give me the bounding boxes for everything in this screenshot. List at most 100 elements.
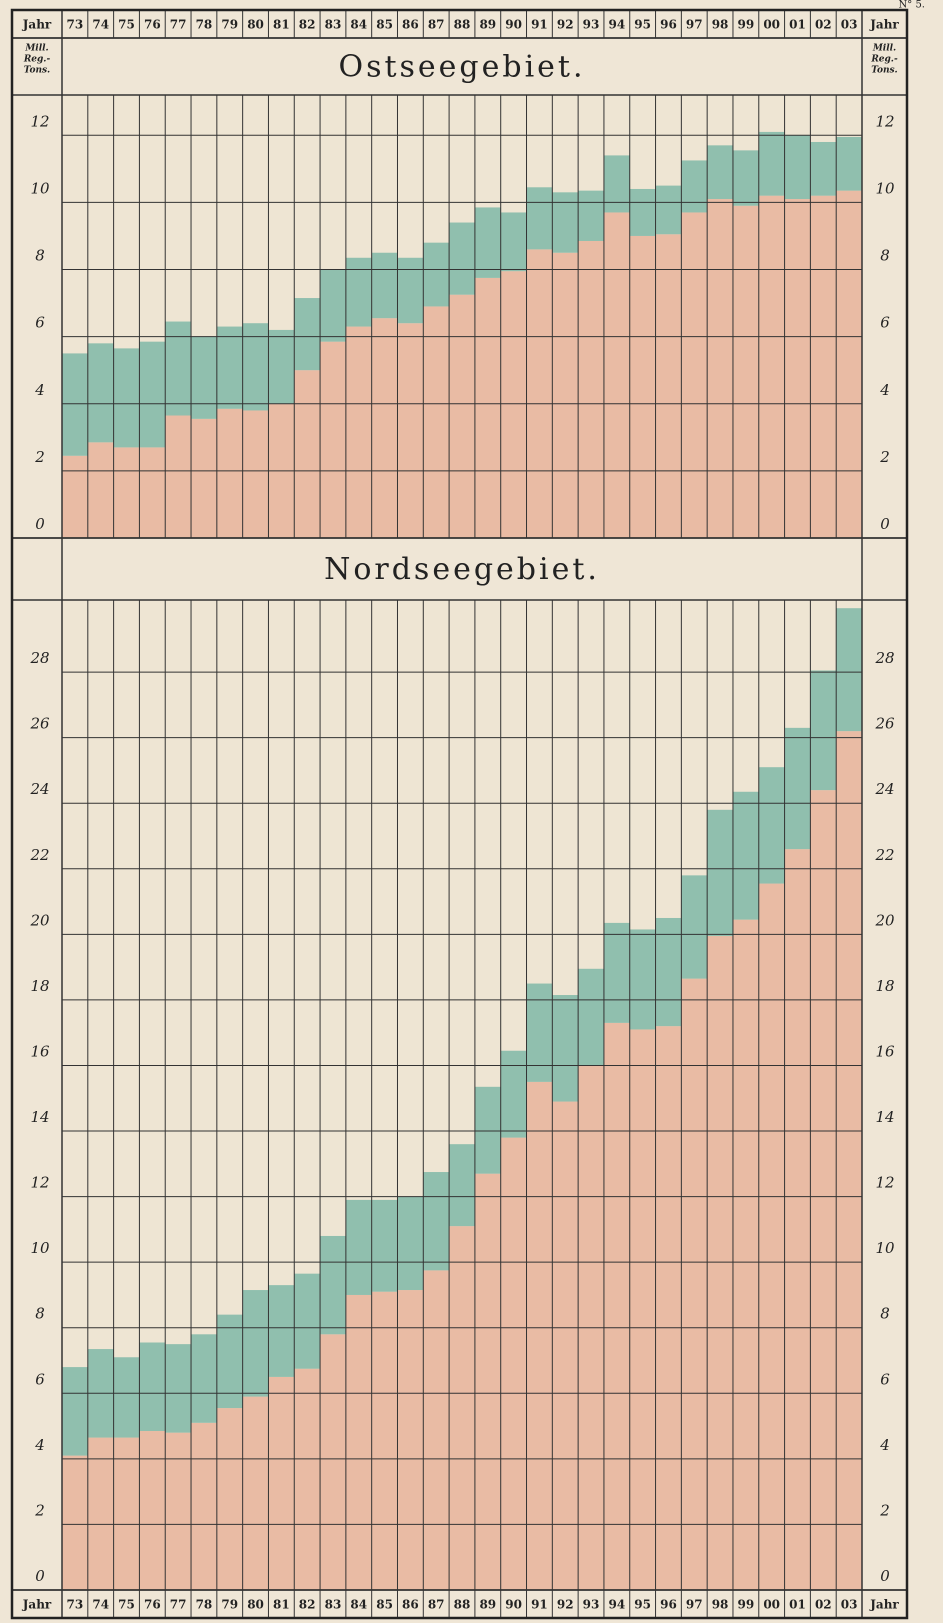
bar-segment [345, 257, 372, 327]
x-tick-label: 89 [479, 1598, 496, 1612]
y-tick-label: 0 [35, 1567, 45, 1585]
bar-segment [216, 1408, 243, 1590]
bar-segment [578, 968, 604, 1066]
bar-segment [474, 277, 501, 538]
bar-segment [62, 1367, 88, 1456]
bar-segment [62, 1455, 88, 1590]
y-tick-label: 0 [35, 515, 45, 533]
bar-segment [165, 1432, 192, 1590]
frame [10, 8, 909, 1620]
chart-title: Ostseegebiet. [338, 50, 585, 85]
y-tick-label: 12 [30, 1174, 49, 1192]
bar-segment [371, 318, 398, 538]
bar-segment [552, 252, 579, 538]
x-tick-label: 97 [686, 18, 703, 32]
x-tick-label: 00 [763, 18, 780, 32]
y-tick-label-right: 18 [875, 977, 894, 995]
y-tick-label-right: 0 [880, 1567, 890, 1585]
x-tick-label: 00 [763, 1598, 780, 1612]
y-tick-label: 24 [29, 780, 49, 798]
y-tick-label-right: 6 [880, 1370, 890, 1388]
bar-segment [655, 1026, 682, 1590]
x-tick-label: 89 [479, 18, 496, 32]
x-tick-label: 76 [144, 18, 161, 32]
bar-segment [629, 188, 656, 236]
y-axis-label-right: Mill. [872, 44, 896, 54]
y-tick-label: 2 [34, 1501, 45, 1519]
bar-segment [397, 1196, 424, 1291]
bar-segment [552, 995, 579, 1102]
bar-segment [578, 240, 604, 538]
x-tick-label: 81 [273, 1598, 290, 1612]
x-tick-label: 75 [118, 1598, 135, 1612]
bar-segment [655, 917, 682, 1027]
y-tick-label: 2 [34, 448, 45, 466]
x-tick-label: 96 [660, 18, 677, 32]
bar-segment [191, 418, 217, 538]
bar-segment [500, 271, 527, 538]
bar-segment [603, 155, 630, 213]
y-tick-label-right: 26 [874, 715, 895, 733]
bar-segment [191, 1334, 217, 1423]
bar-segment [165, 321, 192, 416]
x-tick-label: 95 [634, 1598, 651, 1612]
bar-segment [603, 1022, 630, 1590]
x-tick-label: 83 [325, 18, 342, 32]
bar-segment [655, 185, 682, 235]
x-tick-label: 82 [299, 18, 316, 32]
bar-segment [784, 727, 811, 850]
bar-segment [758, 767, 785, 884]
x-tick-label: 90 [505, 18, 522, 32]
bar-segment [294, 1273, 321, 1369]
x-tick-label: 95 [634, 18, 651, 32]
bar-segment [320, 269, 346, 342]
bar-segment [139, 1431, 166, 1590]
bar-segment [655, 234, 682, 538]
y-tick-label: 10 [30, 1239, 50, 1257]
bar-segment [810, 790, 837, 1590]
bar-segment [810, 195, 837, 538]
x-tick-label: 93 [583, 1598, 600, 1612]
x-tick-label: 83 [325, 1598, 342, 1612]
bar-segment [113, 1357, 140, 1438]
bar-segment [810, 670, 837, 791]
bar-segment [552, 192, 579, 253]
bar-segment [139, 341, 166, 448]
bar-segment [526, 983, 553, 1082]
y-tick-label: 12 [30, 112, 49, 130]
y-tick-label: 4 [34, 1436, 45, 1454]
y-tick-label-right: 8 [880, 1305, 890, 1323]
bar-segment [474, 207, 501, 278]
bar-segment [500, 1050, 527, 1138]
bar-segment [320, 1334, 346, 1590]
bar-segment [707, 809, 733, 937]
y-tick-label: 22 [29, 846, 49, 864]
bar-segment [681, 160, 708, 213]
bar-segment [294, 298, 321, 371]
x-tick-label: 99 [738, 18, 755, 32]
y-tick-label-right: 14 [875, 1108, 894, 1126]
x-tick-label: 85 [376, 18, 393, 32]
bar-segment [474, 1086, 501, 1174]
bar-segment [242, 1290, 269, 1397]
bar-segment [449, 1226, 475, 1590]
x-tick-label: 97 [686, 1598, 703, 1612]
bar-segment [268, 1376, 295, 1590]
x-tick-label: 91 [531, 1598, 548, 1612]
bar-segment [526, 187, 553, 250]
y-tick-label: 8 [35, 247, 45, 265]
bar-segment [242, 410, 269, 538]
x-tick-label: 84 [350, 1598, 367, 1612]
y-tick-label-right: 12 [875, 1174, 894, 1192]
y-axis-label: Mill. [24, 44, 48, 54]
x-tick-label: 91 [531, 18, 548, 32]
bar-segment [139, 1342, 166, 1432]
x-tick-label: 86 [402, 1598, 419, 1612]
x-tick-label: 74 [92, 18, 109, 32]
bar-segment [216, 1314, 243, 1409]
bar-segment [139, 447, 166, 538]
x-axis-label: Jahr [22, 18, 52, 32]
x-tick-label: 98 [712, 1598, 729, 1612]
bar-segment [371, 252, 398, 319]
